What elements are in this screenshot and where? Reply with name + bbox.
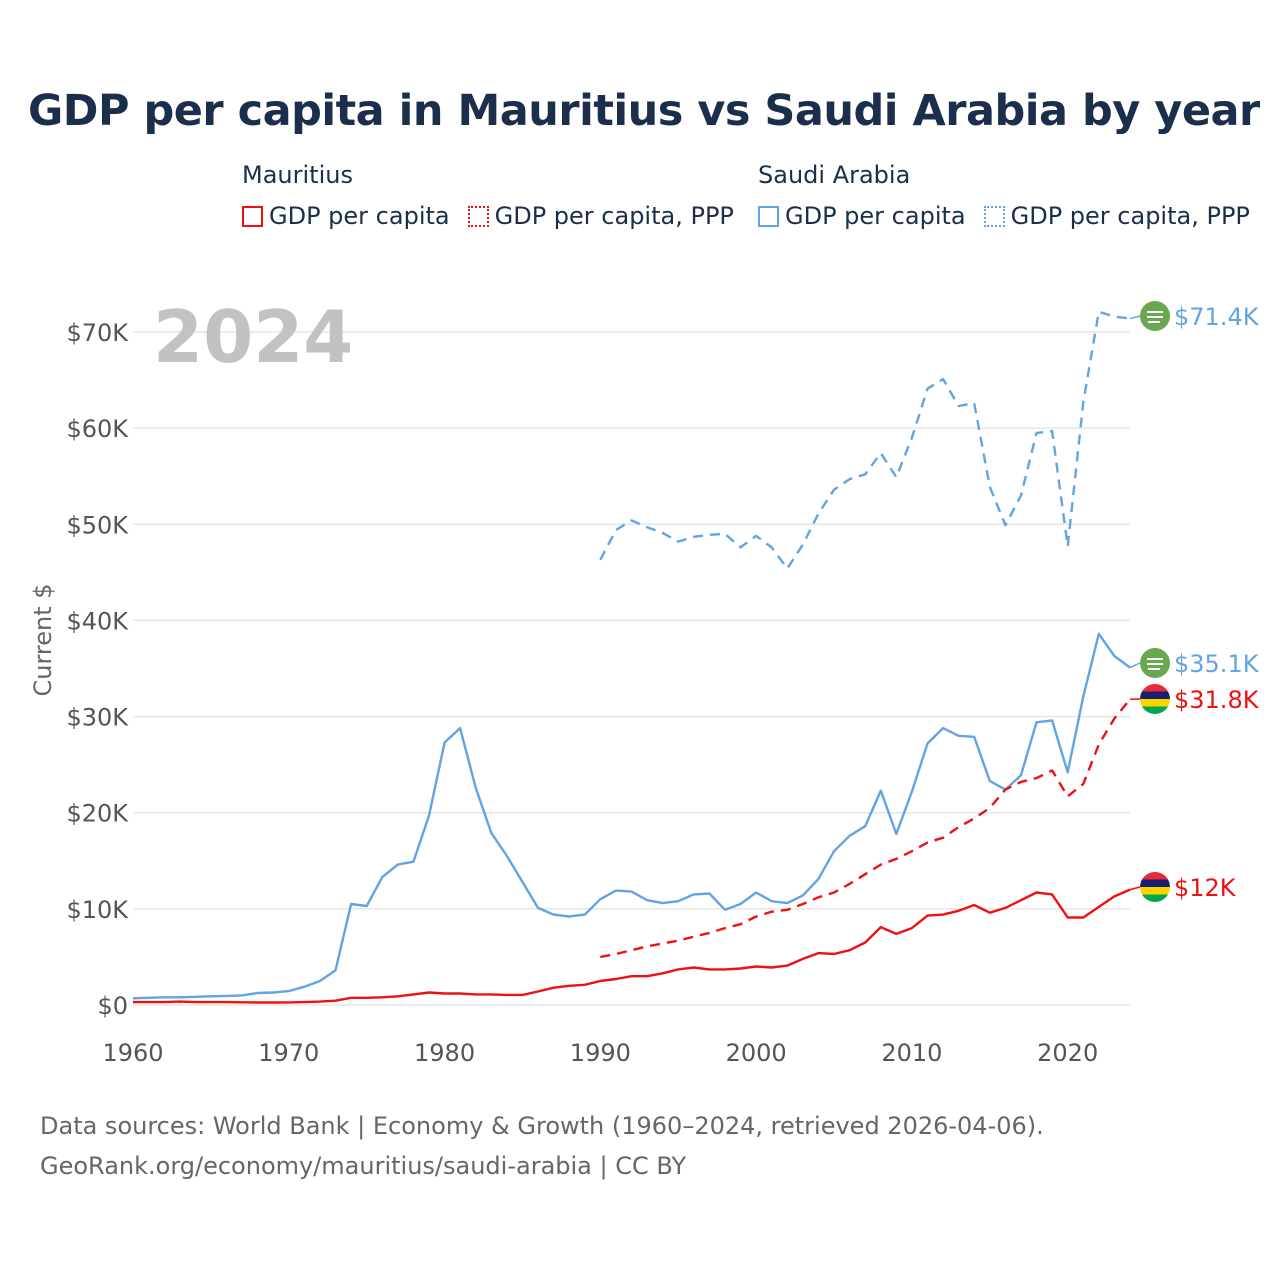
legend-label: GDP per capita [269, 202, 450, 230]
legend-item-mauritius-ppp[interactable]: GDP per capita, PPP [467, 202, 734, 230]
data-sources: Data sources: World Bank | Economy & Gro… [40, 1112, 1044, 1140]
leader-line [1129, 315, 1141, 320]
legend-saudi-arabia: Saudi Arabia GDP per capita GDP per capi… [758, 160, 1250, 230]
footer: Data sources: World Bank | Economy & Gro… [40, 1106, 1044, 1186]
legend-group-name: Mauritius [242, 161, 353, 189]
legend-label: GDP per capita [785, 202, 966, 230]
x-tick-label: 1970 [258, 1039, 319, 1067]
attribution-link[interactable]: GeoRank.org/economy/mauritius/saudi-arab… [40, 1152, 687, 1180]
x-tick-label: 1960 [102, 1039, 163, 1067]
end-label-saudi_gdp: $35.1K [1174, 650, 1260, 678]
y-tick-label: $60K [66, 415, 129, 443]
legend-group-name: Saudi Arabia [758, 161, 911, 189]
x-axis-ticks: 1960 1970 1980 1990 2000 2010 2020 [102, 1039, 1098, 1067]
legend-item-saudi-gdp[interactable]: GDP per capita [758, 202, 966, 230]
series-line-saudi_gdp [132, 632, 1131, 1000]
saudi-arabia-flag-icon [1140, 301, 1170, 331]
y-tick-label: $30K [66, 704, 129, 732]
leader-line [1129, 662, 1141, 669]
series-line-saudi_ppp [599, 310, 1131, 570]
series-line-mauritius_gdp [133, 888, 1131, 1004]
x-tick-label: 2020 [1037, 1039, 1098, 1067]
dotted-swatch-icon [467, 205, 489, 227]
solid-swatch-icon [242, 205, 263, 227]
dotted-swatch-icon [983, 205, 1005, 227]
x-tick-label: 1990 [570, 1039, 631, 1067]
x-tick-label: 2000 [726, 1039, 787, 1067]
y-tick-label: $10K [66, 896, 129, 924]
y-tick-label: $50K [66, 511, 129, 539]
chart-title: GDP per capita in Mauritius vs Saudi Ara… [28, 86, 1260, 136]
mauritius-flag-icon [1140, 872, 1170, 902]
y-axis-ticks: $0 $10K $20K $30K $40K $50K $60K $70K [66, 319, 129, 1020]
legend-item-saudi-ppp[interactable]: GDP per capita, PPP [983, 202, 1250, 230]
end-label-mauritius_ppp: $31.8K [1174, 686, 1260, 714]
saudi-arabia-flag-icon [1140, 648, 1170, 678]
gridlines [133, 331, 1130, 1006]
legend-item-mauritius-gdp[interactable]: GDP per capita [242, 202, 450, 230]
solid-swatch-icon [758, 205, 779, 227]
x-tick-label: 2010 [881, 1039, 942, 1067]
year-watermark: 2024 [153, 295, 353, 379]
y-axis-label: Current $ [29, 583, 57, 696]
leader-line [1129, 886, 1141, 891]
legend-label: GDP per capita, PPP [494, 202, 734, 230]
end-labels: $71.4K $35.1K $31.8K $12K [1129, 301, 1260, 902]
end-label-mauritius_gdp: $12K [1174, 874, 1237, 902]
y-tick-label: $40K [66, 607, 129, 635]
y-tick-label: $0 [97, 992, 128, 1020]
end-label-saudi_ppp: $71.4K [1174, 303, 1260, 331]
series-line-mauritius_ppp [600, 698, 1131, 959]
x-tick-label: 1980 [414, 1039, 475, 1067]
mauritius-flag-icon [1140, 684, 1170, 714]
y-tick-label: $20K [66, 800, 129, 828]
y-tick-label: $70K [66, 319, 129, 347]
legend-label: GDP per capita, PPP [1010, 202, 1250, 230]
legend-mauritius: Mauritius GDP per capita GDP per capita,… [242, 160, 734, 230]
series-lines [132, 310, 1131, 1004]
